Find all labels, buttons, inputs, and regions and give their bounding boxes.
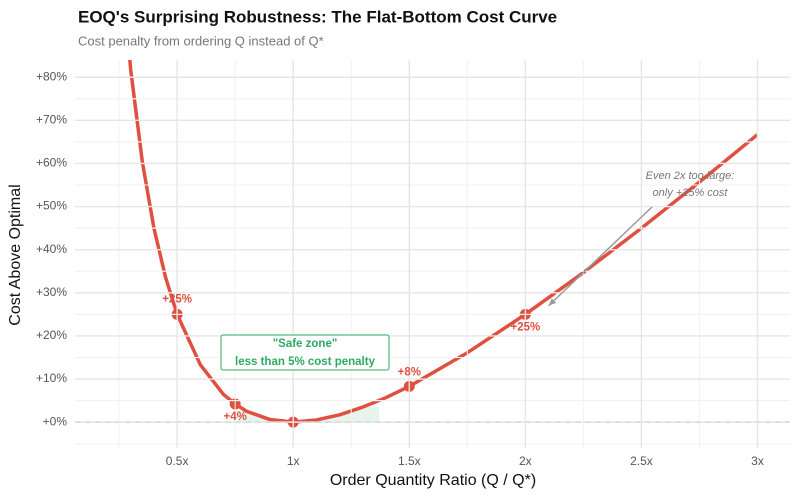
x-axis-label: Order Quantity Ratio (Q / Q*): [330, 472, 536, 489]
x-tick-label: 2.5x: [630, 454, 653, 468]
chart-title: EOQ's Surprising Robustness: The Flat-Bo…: [78, 7, 557, 26]
point-label: +25%: [510, 321, 540, 333]
y-axis-label: Cost Above Optimal: [7, 184, 24, 325]
point-label: +4%: [224, 411, 247, 423]
annotation-text: Even 2x too large:: [646, 170, 735, 182]
chart-subtitle: Cost penalty from ordering Q instead of …: [78, 33, 324, 48]
annotation-arrowhead: [548, 298, 557, 306]
x-tick-label: 0.5x: [166, 454, 189, 468]
y-tick-label: +30%: [36, 285, 67, 299]
safe-zone-text: "Safe zone": [273, 338, 338, 350]
y-tick-label: +10%: [36, 371, 67, 385]
safe-zone-text: less than 5% cost penalty: [235, 356, 376, 368]
y-tick-label: +80%: [36, 69, 67, 83]
x-tick-label: 1.5x: [398, 454, 421, 468]
safe-zone-box: [220, 334, 390, 371]
y-tick-label: +40%: [36, 242, 67, 256]
safe-zone: [237, 407, 380, 423]
point-label: +8%: [398, 366, 421, 378]
plot-area: [75, 60, 790, 428]
cost-curve: [128, 60, 759, 424]
x-tick-label: 1x: [287, 454, 300, 468]
x-tick-label: 3x: [751, 454, 764, 468]
y-tick-label: +0%: [43, 414, 68, 428]
x-tick-label: 2x: [519, 454, 532, 468]
y-tick-label: +60%: [36, 156, 67, 170]
point-label: +25%: [162, 293, 192, 305]
y-tick-label: +70%: [36, 113, 67, 127]
annotation-text: only +25% cost: [653, 187, 729, 199]
y-tick-label: +50%: [36, 199, 67, 213]
y-tick-label: +20%: [36, 328, 67, 342]
annotation-arrow: [548, 206, 653, 307]
